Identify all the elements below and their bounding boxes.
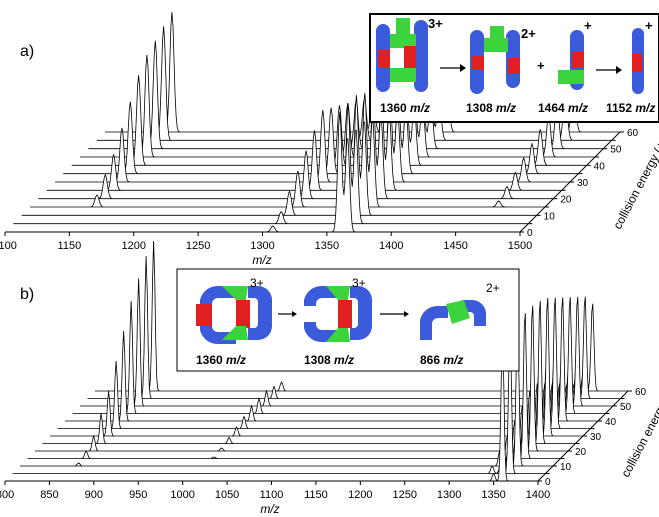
panel-b-inset: 3+ 3+ 2+: [176, 268, 520, 372]
panel-b-x-tick-label: 900: [85, 489, 103, 501]
panel-a-structure-1360: [376, 18, 428, 92]
panel-b-z-tick-label: 60: [635, 387, 647, 398]
panel-b-z-tick-label: 40: [605, 417, 617, 428]
panel-a-structure-1464: [558, 30, 584, 90]
panel-b-charge-866: 2+: [486, 281, 500, 295]
panel-b-x-tick-label: 1300: [437, 489, 461, 501]
panel-a-z-tick-label: 60: [627, 128, 639, 139]
panel-a-label: a): [20, 43, 34, 60]
panel-b-x-tick-label: 850: [40, 489, 58, 501]
panel-b-z-label: collision energy (+ eV): [618, 368, 659, 480]
panel-a-label-1360: 1360 m/z: [380, 101, 430, 115]
panel-b-x-tick-label: 1350: [481, 489, 505, 501]
panel-a-arrow-1: [440, 64, 466, 72]
panel-a-label-1308: 1308 m/z: [466, 101, 516, 115]
panel-b-x-tick-label: 1200: [348, 489, 372, 501]
panel-b-label-1360: 1360 m/z: [196, 353, 246, 367]
panel-a-z-ticks: 0 10 20 30 40 50 60: [520, 128, 639, 239]
panel-b-x-tick-label: 1150: [304, 489, 328, 501]
panel-a-x-tick-label: 1300: [250, 240, 274, 252]
panel-b-structure-1360: [196, 285, 272, 345]
panel-a-label-1464: 1464 m/z: [538, 101, 588, 115]
panel-b-x-tick-label: 800: [0, 489, 14, 501]
panel-b-charge-1308: 3+: [352, 276, 366, 290]
panel-b: b) 8008509009501000105011001150120012501…: [0, 240, 659, 516]
panel-a-arrow-2: [596, 66, 622, 74]
panel-b-z-tick-label: 20: [575, 447, 587, 458]
panel-b-label-1308: 1308 m/z: [304, 353, 354, 367]
panel-a-x-label: m/z: [252, 253, 271, 267]
panel-b-x-label: m/z: [260, 502, 279, 516]
panel-b-x-tick-label: 1400: [526, 489, 550, 501]
panel-b-z-tick-label: 10: [560, 462, 572, 473]
panel-a: a) 110011501200125013001350140014501500 …: [0, 11, 659, 267]
panel-b-x-tick-label: 1050: [215, 489, 239, 501]
panel-a-structure-1152: [632, 28, 644, 94]
panel-b-z-tick-label: 50: [620, 402, 632, 413]
panel-a-z-tick-label: 10: [544, 211, 556, 222]
panel-a-inset: 3+ 2+ + +: [369, 13, 659, 123]
panel-b-structure-866: [420, 300, 486, 340]
panel-a-z-tick-label: 0: [527, 228, 533, 239]
panel-b-x-ticks: 800 850 900 950 1000 1050 1100 1150 1200 1250 1300…: [0, 481, 550, 501]
panel-a-charge-1308: 2+: [521, 26, 536, 41]
panel-b-arrow-1: [278, 311, 297, 317]
panel-a-z-tick-label: 50: [610, 145, 622, 156]
panel-a-x-tick-label: 1200: [122, 240, 146, 252]
panel-a-z-tick-label: 40: [594, 161, 606, 172]
panel-a-x-tick-label: 1400: [379, 240, 403, 252]
panel-a-z-tick-label: 20: [560, 195, 572, 206]
panel-a-structure-1308: [470, 26, 520, 94]
panel-a-x-tick-label: 1350: [315, 240, 339, 252]
panel-b-trace-5ev: [12, 328, 546, 474]
panel-b-arrow-2: [380, 311, 409, 317]
panel-b-z-tick-label: 30: [590, 432, 602, 443]
panel-b-z-tick-label: 0: [545, 477, 551, 488]
panel-b-x-tick-label: 1000: [170, 489, 194, 501]
panel-a-charge-1152: +: [645, 18, 653, 33]
panel-b-structure-1308: [304, 285, 372, 343]
panel-a-x-tick-label: 1100: [0, 240, 17, 252]
panel-b-label-866: 866 m/z: [420, 353, 463, 367]
panel-a-plus-sign: +: [537, 58, 545, 73]
panel-a-label-1152: 1152 m/z: [606, 101, 655, 115]
panel-a-trace-5ev: [13, 103, 529, 225]
panel-b-x-tick-label: 1250: [393, 489, 417, 501]
panel-a-charge-1360: 3+: [428, 16, 443, 31]
panel-a-z-tick-label: 30: [577, 178, 589, 189]
panel-a-x-tick-label: 1450: [443, 240, 467, 252]
panel-b-charge-1360: 3+: [250, 276, 264, 290]
panel-b-label: b): [20, 286, 34, 303]
panel-b-x-tick-label: 950: [129, 489, 147, 501]
panel-a-x-tick-label: 1500: [508, 240, 532, 252]
panel-b-x-tick-label: 1100: [260, 489, 284, 501]
panel-a-x-tick-label: 1250: [186, 240, 210, 252]
panel-a-x-tick-label: 1150: [58, 240, 82, 252]
panel-a-charge-1464: +: [584, 18, 592, 33]
panel-a-x-ticks: 1100 1150 1200 1250 1300 1350 1400 1450 1500: [0, 232, 532, 252]
